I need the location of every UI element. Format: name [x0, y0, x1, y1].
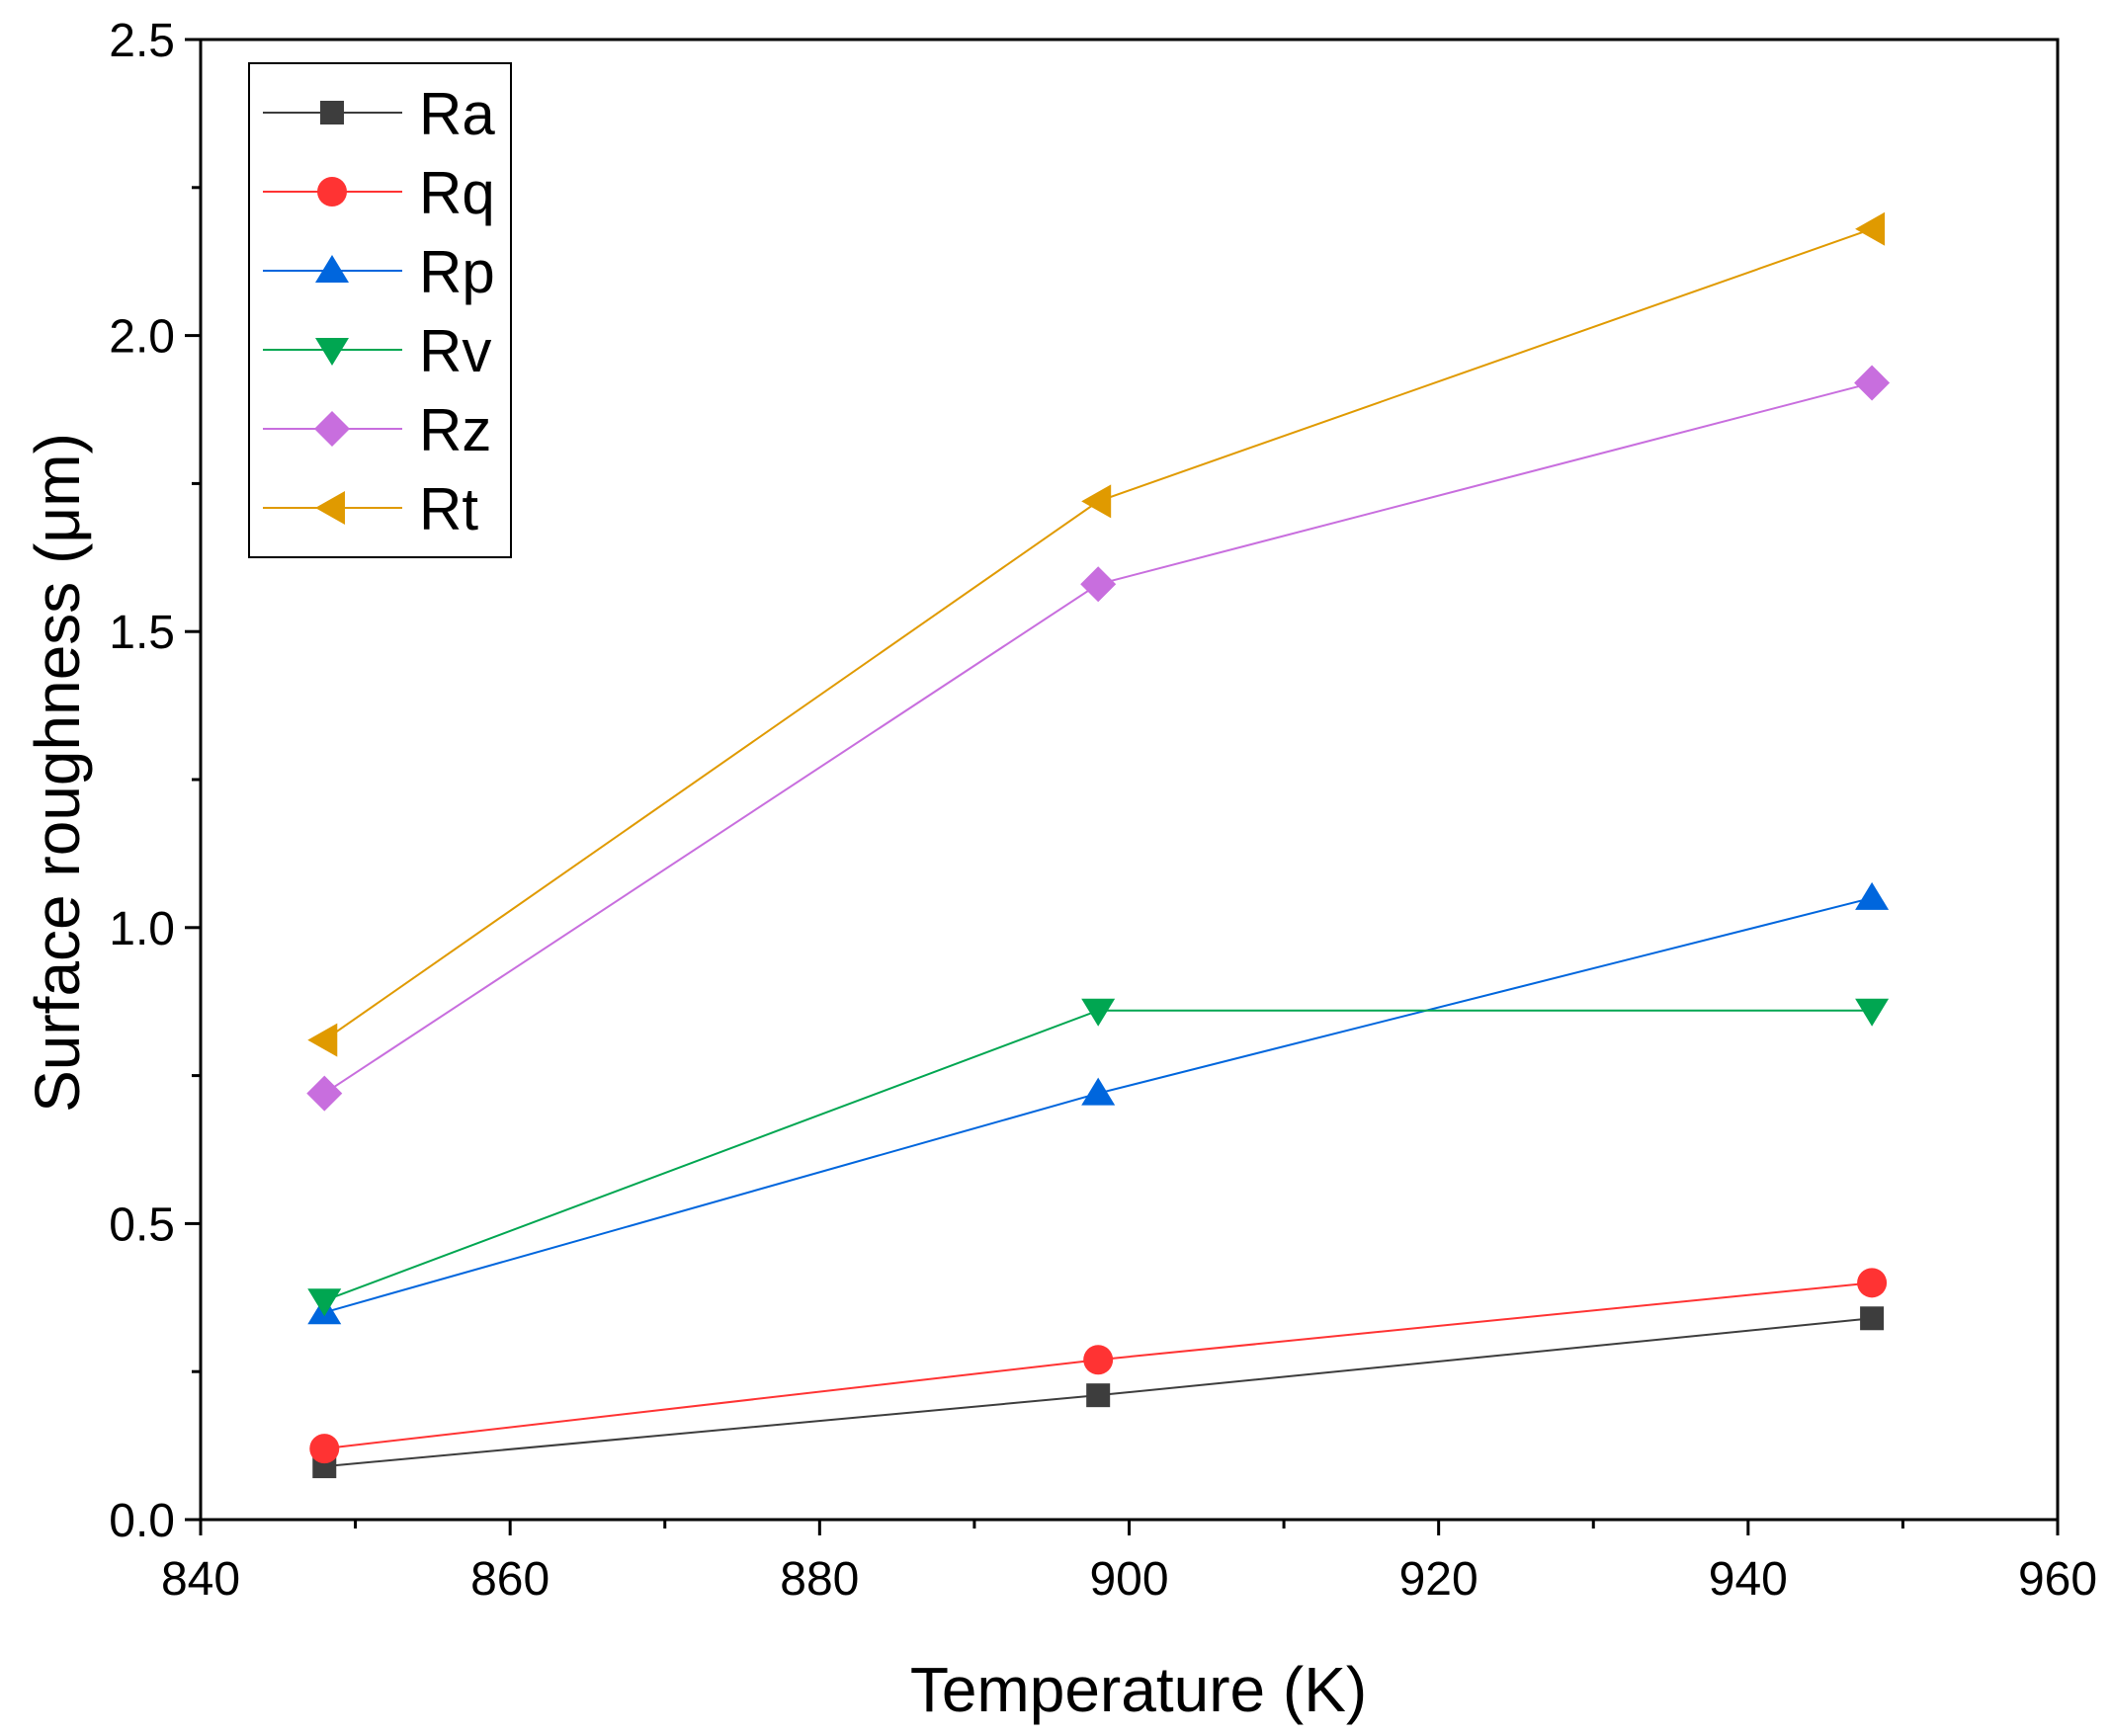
series-ra	[312, 1306, 1885, 1479]
legend-item-rv: Rv	[263, 318, 491, 384]
legend-label: Rz	[419, 397, 491, 463]
y-tick-label: 2.0	[109, 311, 175, 364]
legend-label: Rv	[419, 318, 491, 384]
series-line-rt	[323, 227, 1873, 1041]
data-point-rp	[1855, 881, 1890, 910]
data-point-ra	[1860, 1306, 1885, 1331]
data-point-rq	[1083, 1345, 1114, 1375]
data-point-rz	[1080, 566, 1117, 603]
y-tick-label: 0.0	[109, 1495, 175, 1547]
x-tick-label: 940	[1709, 1553, 1788, 1606]
data-point-rv	[1855, 998, 1890, 1027]
y-tick-label: 2.5	[109, 15, 175, 67]
x-tick-label: 960	[2018, 1553, 2097, 1606]
legend: Ra Rq Rp Rv Rz Rt	[248, 62, 512, 558]
axes: 840 860 880 900 920 940 960 0.0 0.5 1.0 1.5 2.0 2.5	[109, 15, 2097, 1606]
x-tick-label: 900	[1089, 1553, 1168, 1606]
y-axis-title: Surface roughness (μm)	[22, 433, 93, 1113]
legend-marker	[315, 491, 345, 525]
legend-marker	[314, 411, 350, 447]
y-tick-label: 1.5	[109, 607, 175, 659]
data-point-rp	[1081, 1077, 1116, 1106]
data-point-rz	[306, 1075, 343, 1112]
x-tick-label: 880	[780, 1553, 859, 1606]
x-axis-title: Temperature (K)	[910, 1654, 1367, 1725]
legend-item-rt: Rt	[263, 476, 478, 542]
data-point-rq	[1857, 1268, 1888, 1298]
series-rt	[307, 211, 1886, 1057]
legend-item-rp: Rp	[263, 239, 495, 305]
data-point-rv	[307, 1288, 342, 1317]
series-line-rv	[323, 1009, 1873, 1302]
legend-marker	[317, 177, 347, 207]
x-tick-label: 840	[161, 1553, 240, 1606]
series-line-rz	[323, 381, 1873, 1095]
data-point-rq	[309, 1434, 340, 1464]
data-point-ra	[1086, 1383, 1111, 1408]
legend-label: Ra	[419, 81, 495, 147]
legend-box	[248, 62, 512, 558]
series-rv	[307, 998, 1890, 1317]
legend-marker	[320, 101, 344, 124]
plot-layer	[306, 211, 1891, 1479]
x-tick-label: 920	[1399, 1553, 1478, 1606]
data-point-rt	[1855, 211, 1886, 246]
legend-label: Rp	[419, 239, 495, 305]
data-point-rv	[1081, 998, 1116, 1027]
x-tick-label: 860	[470, 1553, 549, 1606]
series-rz	[306, 365, 1891, 1112]
data-point-rt	[1081, 484, 1112, 519]
legend-marker	[315, 338, 349, 366]
y-tick-label: 0.5	[109, 1199, 175, 1251]
legend-item-ra: Ra	[263, 81, 495, 147]
legend-label: Rt	[419, 476, 478, 542]
legend-label: Rq	[419, 160, 495, 226]
series-rq	[309, 1268, 1888, 1464]
legend-item-rz: Rz	[263, 397, 491, 463]
data-point-rt	[307, 1023, 338, 1057]
legend-marker	[315, 255, 349, 283]
legend-item-rq: Rq	[263, 160, 495, 226]
data-point-rz	[1854, 365, 1891, 401]
y-tick-label: 1.0	[109, 903, 175, 955]
